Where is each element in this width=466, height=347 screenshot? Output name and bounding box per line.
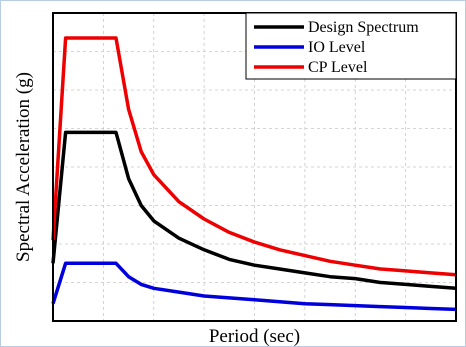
legend-item: IO Level: [254, 39, 366, 56]
legend-label: Design Spectrum: [308, 19, 419, 36]
legend-label: IO Level: [308, 39, 366, 56]
legend-label: CP Level: [308, 59, 368, 76]
x-axis-label: Period (sec): [209, 326, 300, 346]
series-lines: [51, 36, 457, 312]
legend: Design Spectrum IO Level CP Level: [245, 12, 457, 80]
series-line-io-level: [51, 261, 457, 312]
y-axis-label: Spectral Acceleration (g): [13, 72, 34, 262]
series-line-design-spectrum: [51, 130, 457, 291]
series-line-cp-level: [51, 36, 457, 277]
legend-item: CP Level: [254, 59, 368, 76]
grid-lines: [53, 13, 456, 321]
legend-item: Design Spectrum: [254, 19, 419, 36]
